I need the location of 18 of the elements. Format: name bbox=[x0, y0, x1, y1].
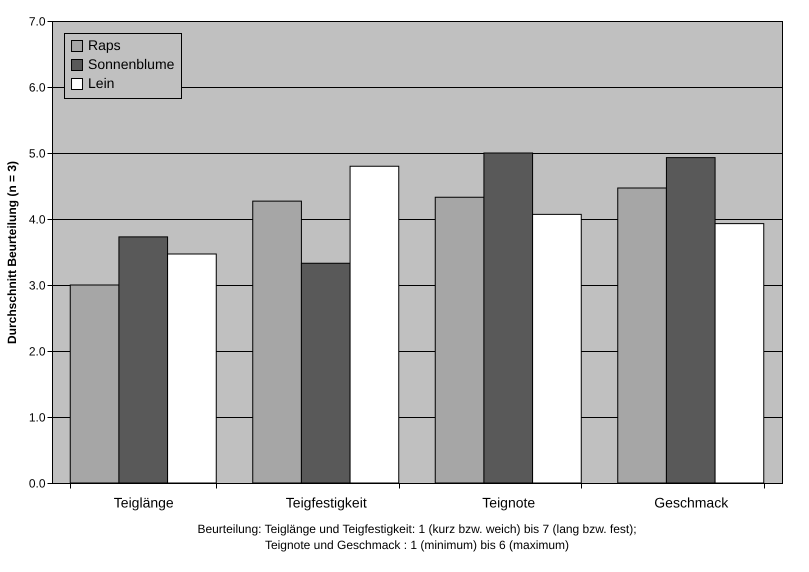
y-tick-label: 2.0 bbox=[28, 344, 46, 358]
y-tick-label: 4.0 bbox=[28, 212, 46, 226]
x-tick-label: Teigfestigkeit bbox=[286, 494, 367, 510]
y-tick-label: 5.0 bbox=[28, 146, 46, 160]
y-tick-label: 1.0 bbox=[28, 410, 46, 424]
legend-label: Lein bbox=[88, 75, 114, 91]
x-tick-label: Teiglänge bbox=[114, 494, 174, 510]
legend-label: Raps bbox=[88, 37, 121, 53]
text: Beurteilung: Teiglänge und Teigfestigkeit: 1 (kurz bzw. weich) bis 7 (lang bzw. fest); bbox=[197, 522, 637, 536]
y-tick-label: 7.0 bbox=[28, 14, 46, 28]
x-tick-label: Teignote bbox=[482, 494, 536, 510]
y-tick-label: 6.0 bbox=[28, 80, 46, 94]
y-tick-label: 3.0 bbox=[28, 278, 46, 292]
legend-label: Sonnenblume bbox=[88, 56, 175, 72]
y-axis-title: Durchschnitt Beurteilung (n = 3) bbox=[4, 160, 19, 344]
y-tick-label: 0.0 bbox=[28, 476, 46, 490]
text: Teignote und Geschmack : 1 (minimum) bis 6 (maximum) bbox=[264, 538, 570, 552]
x-tick-label: Geschmack bbox=[654, 494, 730, 510]
